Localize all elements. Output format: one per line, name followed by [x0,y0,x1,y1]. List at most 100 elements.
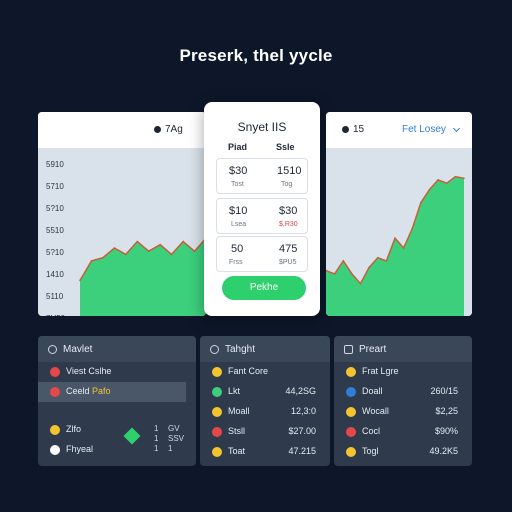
price-row[interactable]: $30 Tost 1510 Tog [216,158,308,194]
data-point [147,250,150,252]
list-item[interactable]: Viest Cslhe [38,362,196,382]
preset-panel-title: Preart [359,343,387,355]
list-item-value: 12,3:0 [290,406,316,416]
list-item-label: Wocall [362,406,389,416]
list-item-label: Frat Lgre [362,366,399,376]
status-dot-icon [346,407,356,417]
data-point [402,247,405,249]
data-point [385,260,388,262]
list-item-label: Stsll [228,426,246,436]
data-point [351,273,353,275]
status-dot-icon [346,427,356,437]
data-point [359,282,362,285]
data-point [125,253,127,256]
price-row[interactable]: 50 Frss 475 $PU5 [216,236,308,272]
left-chart-header-item[interactable]: 7Ag [154,124,183,135]
y-tick-label: 5110 [46,292,64,301]
list-item-label: Zlfo [66,424,82,434]
left-chart-plot [38,148,206,316]
right-chart-header-item[interactable]: 15 [342,124,364,135]
data-point [90,260,93,262]
extra-value: 1 [154,424,159,433]
status-dot-icon [212,367,222,377]
list-item-label: Viest Cslhe [66,366,112,376]
price-right-value: 475 [279,243,298,255]
status-dot-icon [346,367,356,377]
list-item-value: 49.2K5 [429,446,458,456]
list-item[interactable]: Togl 49.2K5 [334,442,472,462]
data-point [333,273,336,275]
target-panel-title: Tahght [225,343,256,355]
status-dot-icon [346,447,356,457]
price-right-sub: Tog [281,181,293,188]
chevron-down-icon [452,124,460,132]
list-item-value: 260/15 [430,386,458,396]
list-item[interactable]: Moall 12,3:0 [200,402,330,422]
market-panel-title: Mavlet [63,343,93,355]
data-point [182,240,184,243]
list-item-label: Fhyeal [66,444,94,454]
status-dot-icon [50,445,60,455]
y-tick-label: 5510 [46,226,64,235]
price-right-value: $30 [279,205,298,217]
right-chart-plot [326,148,472,316]
list-item-value: 47.215 [288,446,316,456]
list-item[interactable]: Fhyeal [38,440,196,460]
page-headline: Preserk, thel yycle [179,46,333,65]
price-row[interactable]: $10 Lsea $30 $,R30 [216,198,308,234]
price-left-sub: Lsea [231,221,247,228]
list-item[interactable]: Stsll $27.00 [200,422,330,442]
price-right-value: 1510 [277,165,302,177]
cta-button[interactable]: Pekhe [222,276,306,300]
target-panel-header: Tahght [200,336,330,362]
price-left-sub: Frss [229,259,243,266]
list-item-label: Cocl [362,426,381,436]
left-chart-header-value: 7Ag [165,124,183,135]
price-left-value: $30 [229,165,248,177]
data-point [193,250,196,252]
preset-panel: Preart Frat Lgre Doall 260/15 Wocall $2,… [334,336,472,466]
list-item[interactable]: Fant Core [200,362,330,382]
dot-icon [154,126,161,133]
list-item-value: 44,2SG [285,386,316,396]
list-item[interactable]: Doall 260/15 [334,382,472,402]
pricing-card-title: Snyet IIS [237,120,287,134]
status-dot-icon [212,407,222,417]
search-icon [210,344,219,354]
data-point [342,260,345,262]
list-item-label: Lkt [228,386,241,396]
market-panel-header: Mavlet [38,336,196,362]
list-item-value: $90% [434,426,458,436]
list-item[interactable]: Zlfo [38,420,196,440]
market-panel: Mavlet Viest Cslhe Ceeld Pafo Zlfo Fhyea… [38,336,196,466]
list-item[interactable]: Lkt 44,2SG [200,382,330,402]
list-item[interactable]: Cocl $90% [334,422,472,442]
data-point [446,182,448,184]
status-dot-icon [346,387,356,397]
list-item[interactable]: Toat 47.215 [200,442,330,462]
left-chart-header: 7Ag [38,112,206,148]
preset-panel-header: Preart [334,336,472,362]
y-tick-label: 5?10 [46,204,64,213]
list-item[interactable]: Wocall $2,25 [334,402,472,422]
y-tick-label: 5?10 [46,248,64,257]
list-item-label: Doall [362,386,383,396]
status-dot-icon [50,425,60,435]
data-point [377,256,379,259]
price-right-sub: $,R30 [279,221,298,228]
data-point [428,188,431,191]
data-point [159,243,161,246]
list-item-label: Togl [362,446,379,456]
list-item[interactable]: Frat Lgre [334,362,472,382]
extra-value: 1 [168,444,173,453]
period-dropdown-label: Fet Losey [402,124,446,135]
list-item-label: Moall [228,406,250,416]
list-item-selected[interactable]: Ceeld Pafo [38,382,186,402]
price-right-sub: $PU5 [279,259,297,266]
data-point [463,177,465,180]
right-chart-svg [326,175,465,316]
y-tick-label: 5710 [46,182,64,191]
list-item-value: $2,25 [435,406,458,416]
period-dropdown[interactable]: Fet Losey [402,124,460,135]
right-chart-header-value: 15 [353,124,365,135]
